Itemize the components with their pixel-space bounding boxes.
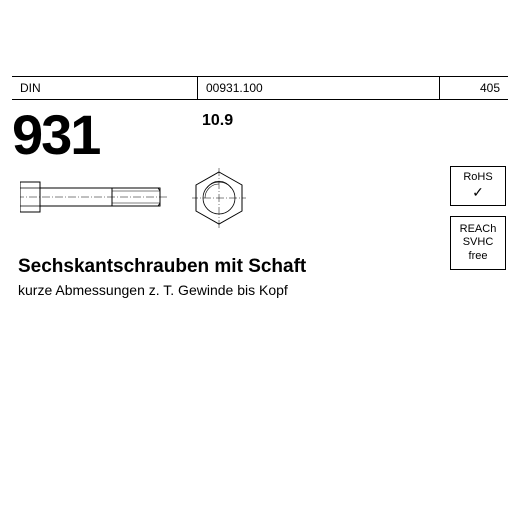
- product-number: 931: [12, 102, 99, 167]
- header-table: DIN 00931.100 405: [12, 76, 508, 100]
- rohs-badge: RoHS ✓: [450, 166, 506, 206]
- product-title: Sechskantschrauben mit Schaft: [18, 256, 306, 278]
- rohs-label: RoHS: [463, 171, 492, 184]
- header-standard: DIN: [12, 77, 198, 99]
- reach-line2: SVHC: [463, 236, 494, 249]
- header-ref: 405: [440, 77, 508, 99]
- bolt-hex-view-icon: [192, 168, 246, 228]
- reach-line3: free: [469, 250, 488, 263]
- product-subtitle: kurze Abmessungen z. T. Gewinde bis Kopf: [18, 282, 288, 298]
- checkmark-icon: ✓: [472, 184, 484, 201]
- reach-badge: REACh SVHC free: [450, 216, 506, 270]
- product-grade: 10.9: [202, 112, 233, 130]
- reach-line1: REACh: [460, 223, 497, 236]
- header-code: 00931.100: [198, 77, 440, 99]
- bolt-side-view-icon: [20, 174, 170, 220]
